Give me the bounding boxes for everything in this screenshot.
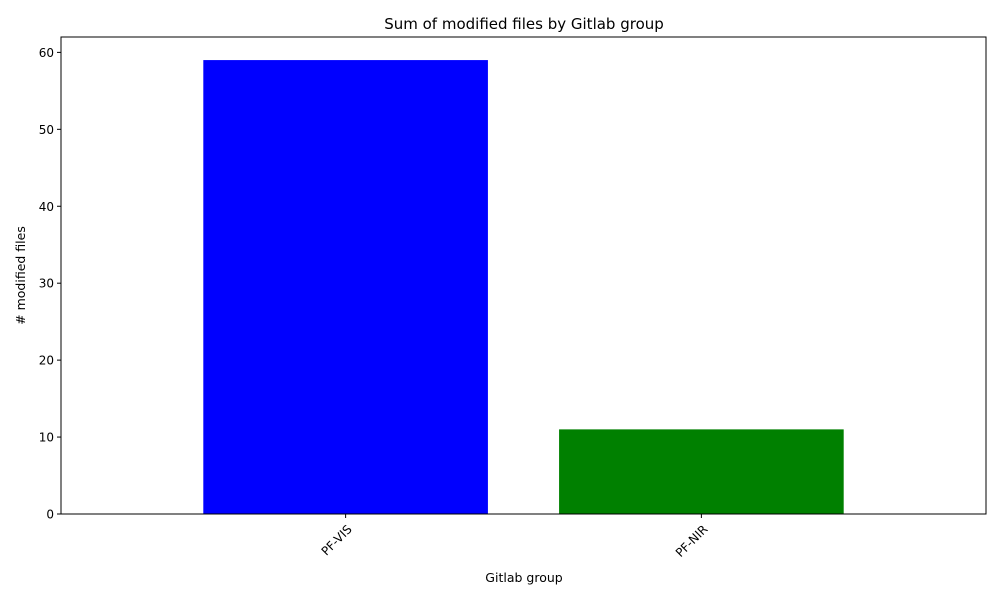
y-tick-label: 40: [39, 200, 54, 214]
y-tick-label: 10: [39, 431, 54, 445]
bar-pf-vis: [203, 60, 488, 514]
bars-group: [203, 60, 844, 514]
y-tick-label: 60: [39, 46, 54, 60]
y-axis: 0 10 20 30 40 50 60: [39, 46, 61, 522]
y-tick-label: 0: [46, 508, 54, 522]
x-axis: PF-VIS PF-NIR: [319, 514, 711, 560]
y-tick-label: 50: [39, 123, 54, 137]
x-tick-label-pf-nir: PF-NIR: [673, 522, 711, 560]
y-tick-label: 30: [39, 277, 54, 291]
y-tick-label: 20: [39, 354, 54, 368]
bar-pf-nir: [559, 429, 844, 514]
chart-title: Sum of modified files by Gitlab group: [384, 15, 664, 33]
plot-frame: [60, 36, 987, 515]
x-tick-label-pf-vis: PF-VIS: [319, 522, 355, 558]
y-axis-label: # modified files: [13, 226, 28, 325]
x-axis-label: Gitlab group: [485, 570, 562, 585]
